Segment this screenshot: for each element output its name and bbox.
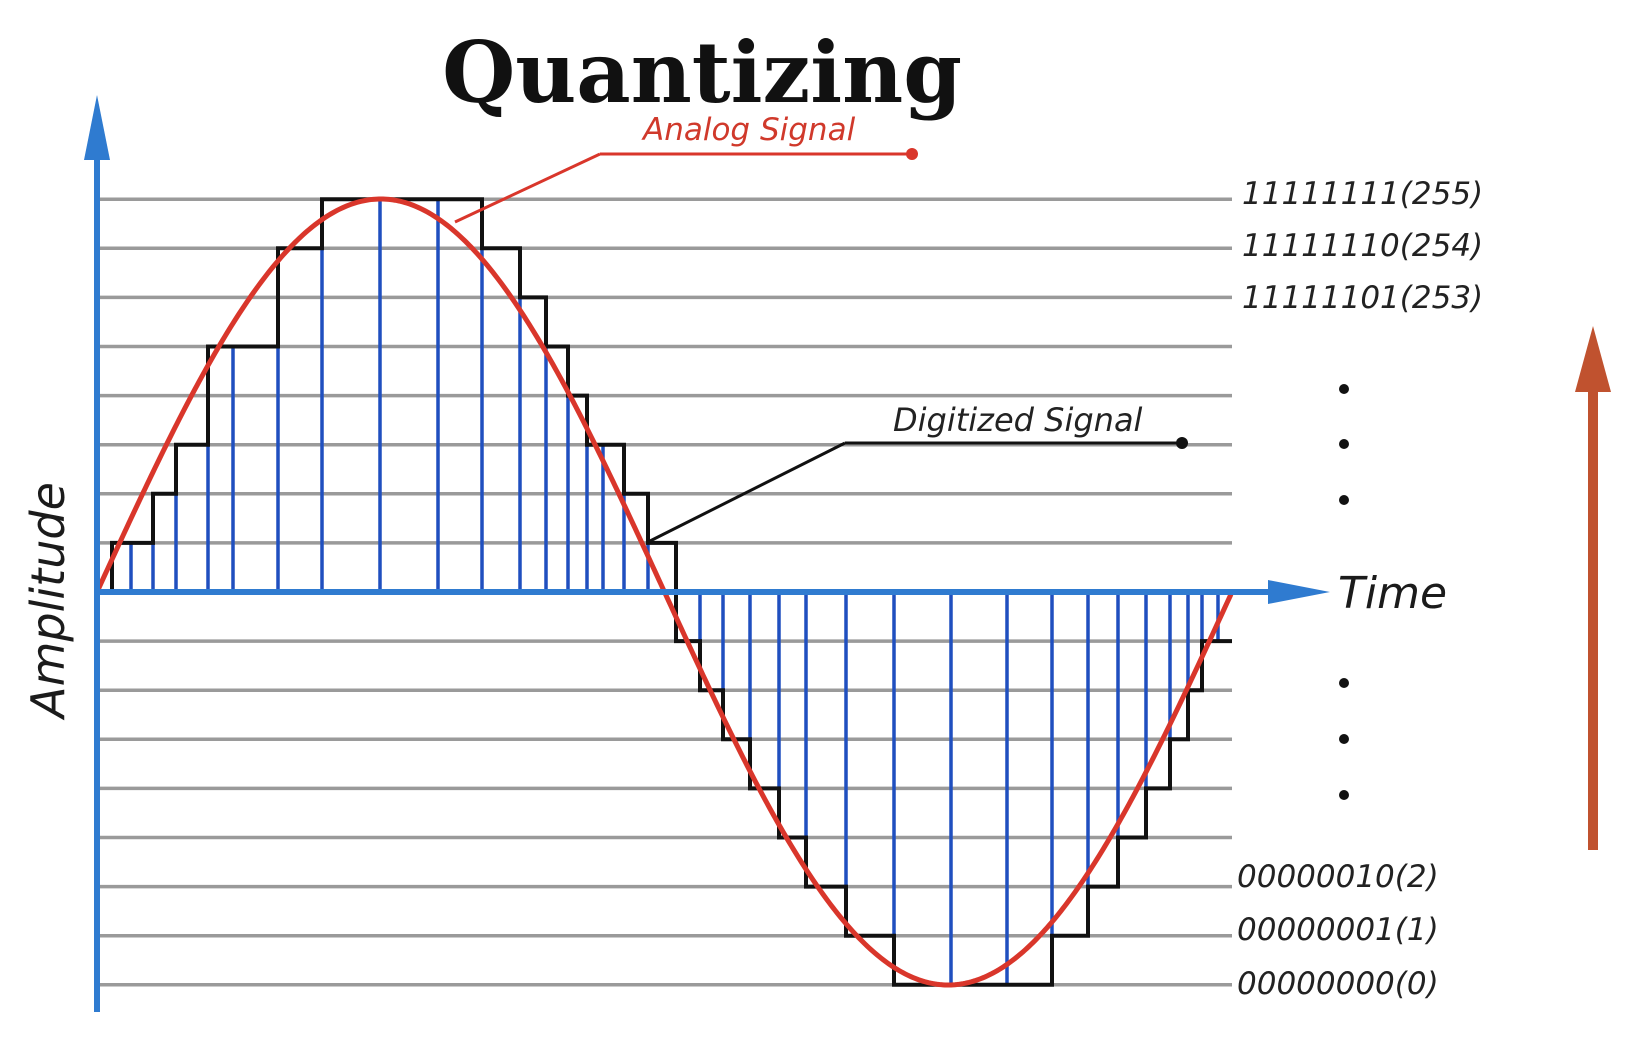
level-code-253: 11111101(253) bbox=[1242, 280, 1483, 316]
ellipsis-dot bbox=[1339, 439, 1349, 449]
quantization-grid bbox=[97, 197, 1232, 987]
digitized-signal-label: Digitized Signal bbox=[893, 401, 1143, 439]
level-code-2: 00000010(2) bbox=[1237, 859, 1439, 895]
digitized-leader-line bbox=[647, 441, 846, 544]
analog-leader-dot bbox=[906, 148, 918, 160]
analog-signal-label: Analog Signal bbox=[641, 112, 856, 148]
upper-ellipsis bbox=[1339, 384, 1349, 505]
digitized-leader-dot bbox=[1176, 437, 1188, 449]
ellipsis-dot bbox=[1339, 678, 1349, 688]
ellipsis-dot bbox=[1339, 495, 1349, 505]
ellipsis-dot bbox=[1339, 734, 1349, 744]
x-axis-arrow-icon bbox=[1268, 580, 1330, 604]
analog-leader-line bbox=[454, 152, 601, 224]
side-arrow-icon bbox=[1575, 326, 1611, 392]
diagram-title: Quantizing bbox=[442, 23, 962, 122]
lower-ellipsis bbox=[1339, 678, 1349, 800]
level-code-254: 11111110(254) bbox=[1242, 228, 1483, 264]
ellipsis-dot bbox=[1339, 384, 1349, 394]
y-axis-label: Amplitude bbox=[21, 482, 75, 721]
x-axis-label: Time bbox=[1338, 568, 1447, 619]
level-code-255: 11111111(255) bbox=[1242, 176, 1483, 212]
level-code-1: 00000001(1) bbox=[1237, 912, 1439, 948]
level-code-0: 00000000(0) bbox=[1237, 966, 1439, 1002]
ellipsis-dot bbox=[1339, 790, 1349, 800]
y-axis-arrow-icon bbox=[84, 95, 110, 160]
